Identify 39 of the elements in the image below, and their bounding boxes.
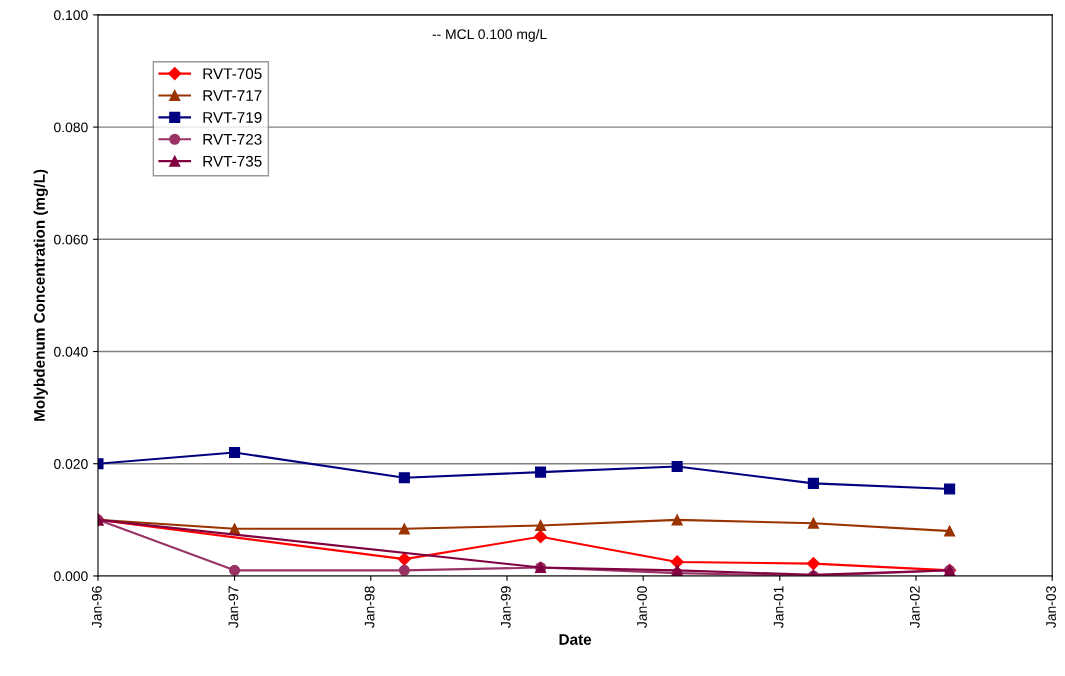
point [806, 557, 820, 571]
point [944, 483, 956, 495]
legend-label: RVT-705 [203, 68, 262, 80]
x-tick-label: Jan-97 [228, 586, 239, 628]
point [397, 552, 411, 566]
legend-label: RVT-719 [203, 112, 262, 123]
x-axis-title: Date [559, 634, 592, 645]
point [533, 530, 548, 544]
x-tick-label: Jan-96 [91, 586, 102, 628]
annotation: -- MCL 0.100 mg/L [432, 28, 547, 42]
point [670, 555, 684, 569]
point [229, 564, 241, 576]
point [398, 564, 410, 576]
x-tick-label: Jan-03 [1046, 586, 1056, 628]
point [535, 466, 547, 478]
y-tick-label: 0.020 [54, 459, 88, 469]
x-tick-label: Jan-99 [500, 586, 511, 628]
point [944, 525, 956, 537]
point [671, 460, 683, 473]
point [229, 446, 241, 459]
point [671, 514, 683, 526]
legend-label: RVT-717 [203, 90, 262, 101]
point [807, 517, 819, 529]
y-tick-label: 0.000 [54, 571, 88, 582]
y-tick-label: 0.080 [54, 122, 88, 133]
y-tick-label: 0.060 [54, 234, 88, 245]
point [398, 472, 410, 484]
y-tick-label: 0.040 [54, 346, 88, 357]
point [398, 523, 410, 535]
legend-label: RVT-735 [203, 155, 262, 167]
x-tick-label: Jan-98 [364, 586, 375, 628]
y-tick-label: 0.100 [54, 10, 88, 21]
point [535, 519, 547, 532]
y-axis-title: Molybdenum Concentration (mg/L) [33, 169, 48, 421]
x-tick-label: Jan-00 [637, 586, 647, 628]
legend-label: RVT-723 [203, 133, 262, 145]
x-tick-label: Jan-01 [773, 586, 784, 628]
x-tick-label: Jan-02 [909, 586, 920, 628]
point [807, 477, 819, 489]
